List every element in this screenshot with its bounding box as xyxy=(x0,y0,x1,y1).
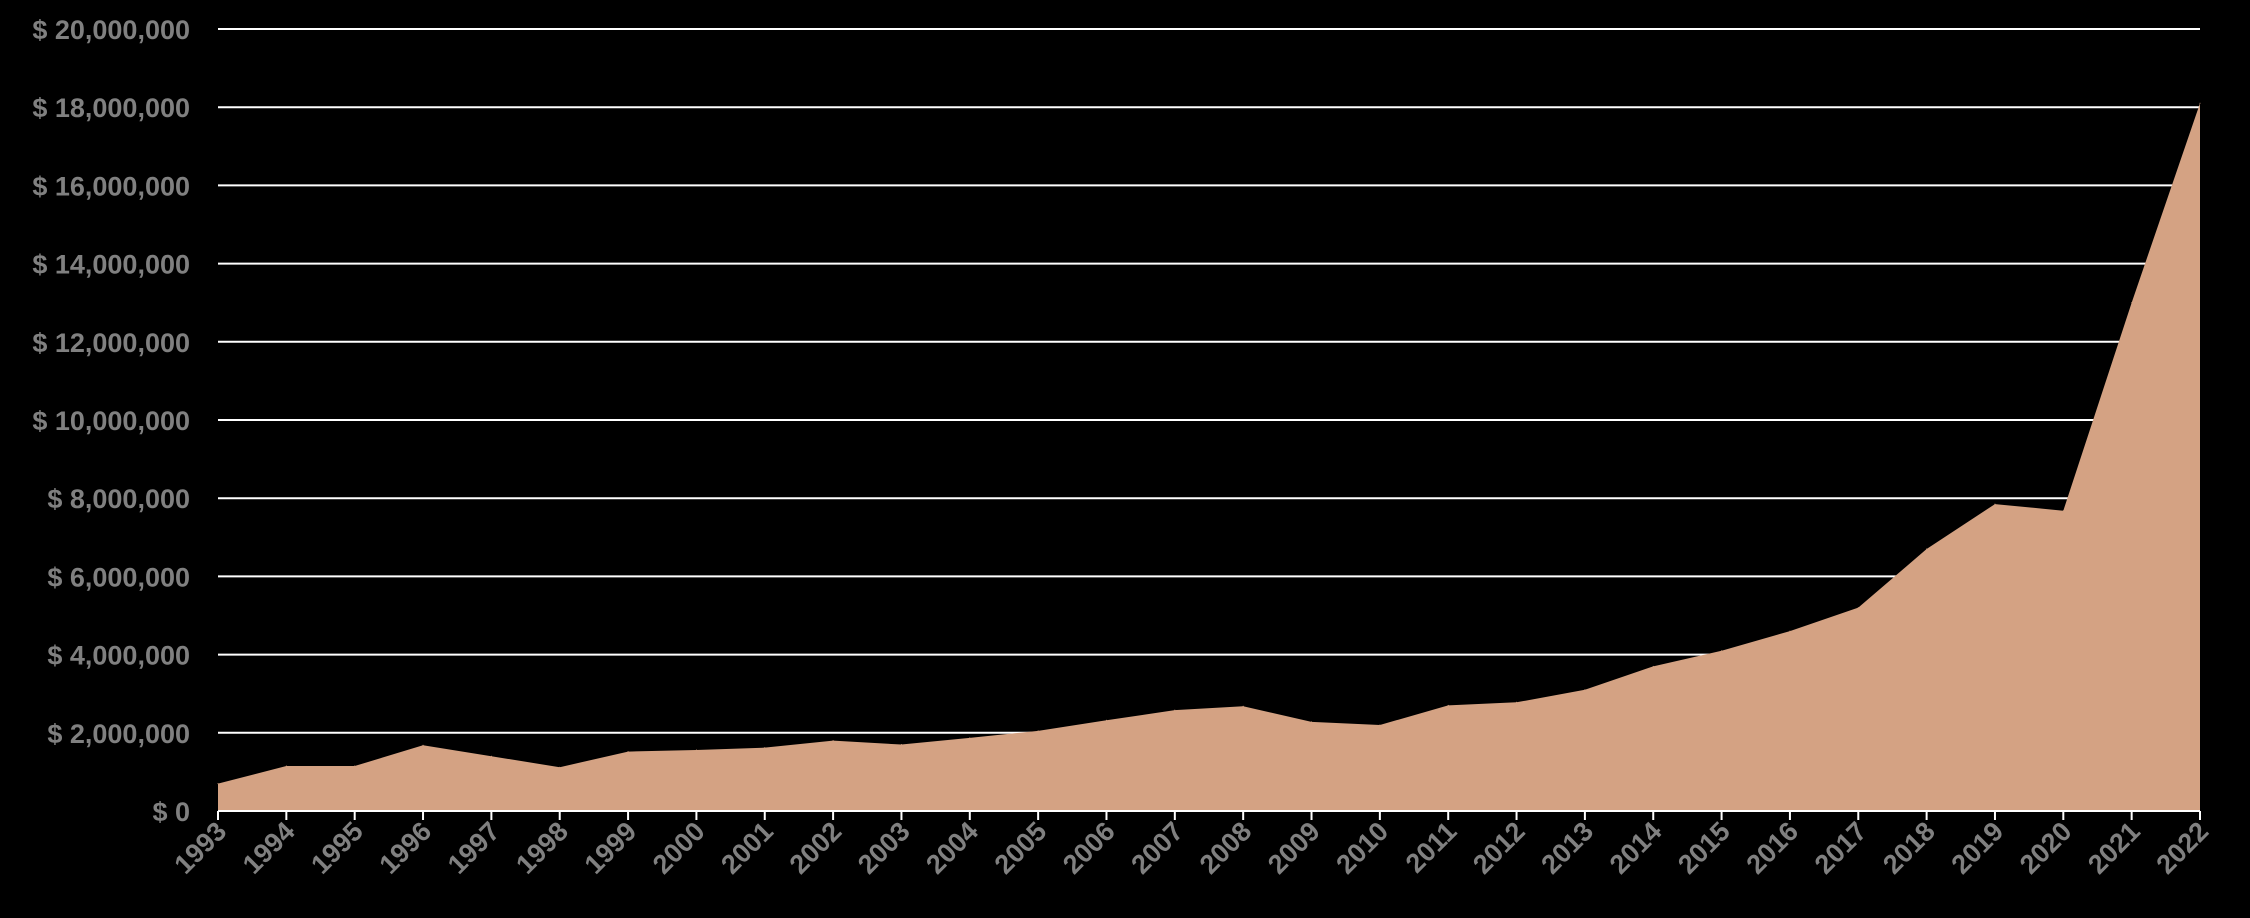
data-point-2007 xyxy=(1174,709,1176,711)
data-point-1998 xyxy=(559,766,561,768)
data-point-1996 xyxy=(422,744,424,746)
y-tick-label: $ 8,000,000 xyxy=(47,484,190,514)
grid-lines xyxy=(218,28,2200,734)
x-tick-label: 1994 xyxy=(237,816,301,880)
data-point-2004 xyxy=(969,737,971,739)
data-point-1995 xyxy=(354,765,356,767)
x-tick-label: 2010 xyxy=(1330,816,1394,880)
y-tick-label: $ 6,000,000 xyxy=(47,562,190,592)
x-tick-label: 2012 xyxy=(1467,816,1531,880)
data-point-1999 xyxy=(627,751,629,753)
x-tick-label: 2020 xyxy=(2014,816,2078,880)
data-point-2014 xyxy=(1652,665,1654,667)
x-tick-label: 2016 xyxy=(1740,816,1804,880)
x-axis-tick-labels: 1993 1994 1995 1996 1997 1998 1999 2000 2001 2002… xyxy=(169,816,2215,880)
data-point-2021 xyxy=(2131,302,2133,304)
data-point-2003 xyxy=(900,744,902,746)
x-tick-label: 2002 xyxy=(784,816,848,880)
x-tick-label: 2003 xyxy=(852,816,916,880)
y-tick-label: $ 20,000,000 xyxy=(32,15,190,45)
x-tick-label: 2022 xyxy=(2151,816,2215,880)
data-point-2018 xyxy=(1926,548,1928,550)
x-tick-label: 2006 xyxy=(1057,816,1121,880)
data-point-2022 xyxy=(2199,102,2201,104)
x-tick-label: 2019 xyxy=(1946,816,2010,880)
data-point-2019 xyxy=(1994,503,1996,505)
x-tick-label: 2001 xyxy=(715,816,779,880)
data-point-2012 xyxy=(1516,701,1518,703)
data-point-2008 xyxy=(1242,705,1244,707)
x-tick-label: 2007 xyxy=(1125,816,1189,880)
data-point-2017 xyxy=(1857,607,1859,609)
x-tick-label: 2013 xyxy=(1535,816,1599,880)
data-point-2005 xyxy=(1037,730,1039,732)
data-point-2002 xyxy=(832,740,834,742)
data-point-2001 xyxy=(764,747,766,749)
x-tick-label: 2009 xyxy=(1262,816,1326,880)
x-tick-label: 2015 xyxy=(1672,816,1736,880)
data-point-2013 xyxy=(1584,689,1586,691)
data-point-2006 xyxy=(1105,719,1107,721)
x-tick-label: 1997 xyxy=(442,816,506,880)
y-tick-label: $ 2,000,000 xyxy=(47,719,190,749)
data-point-2015 xyxy=(1721,650,1723,652)
y-tick-label: $ 18,000,000 xyxy=(32,93,190,123)
data-point-2016 xyxy=(1789,630,1791,632)
x-tick-label: 1999 xyxy=(579,816,643,880)
x-tick-label: 2008 xyxy=(1194,816,1258,880)
x-tick-label: 2014 xyxy=(1604,816,1668,880)
data-point-2000 xyxy=(695,749,697,751)
y-tick-label: $ 4,000,000 xyxy=(47,641,190,671)
data-point-1994 xyxy=(285,765,287,767)
data-point-2010 xyxy=(1379,724,1381,726)
y-tick-label: $ 10,000,000 xyxy=(32,406,190,436)
y-axis-tick-labels: $ 0 $ 2,000,000 $ 4,000,000 $ 6,000,000 $ 8,… xyxy=(32,15,190,827)
x-tick-label: 2011 xyxy=(1400,816,1463,879)
x-tick-label: 2004 xyxy=(920,816,984,880)
area-series xyxy=(217,102,2201,812)
y-tick-label: $ 16,000,000 xyxy=(32,171,190,201)
data-point-2011 xyxy=(1447,704,1449,706)
x-tick-label: 1998 xyxy=(510,816,574,880)
y-tick-label: $ 14,000,000 xyxy=(32,250,190,280)
y-tick-label: $ 0 xyxy=(152,797,190,827)
x-tick-label: 2018 xyxy=(1877,816,1941,880)
x-axis xyxy=(217,810,2201,820)
x-tick-label: 1995 xyxy=(305,816,369,880)
area-fill xyxy=(218,103,2200,812)
data-point-1993 xyxy=(217,783,219,785)
data-point-1997 xyxy=(490,755,492,757)
x-tick-label: 2005 xyxy=(989,816,1053,880)
data-point-2009 xyxy=(1311,721,1313,723)
data-point-2020 xyxy=(2062,510,2064,512)
y-tick-label: $ 12,000,000 xyxy=(32,328,190,358)
x-tick-label: 2021 xyxy=(2082,816,2146,880)
x-tick-label: 2000 xyxy=(647,816,711,880)
x-tick-label: 2017 xyxy=(1809,816,1873,880)
x-tick-label: 1996 xyxy=(374,816,438,880)
